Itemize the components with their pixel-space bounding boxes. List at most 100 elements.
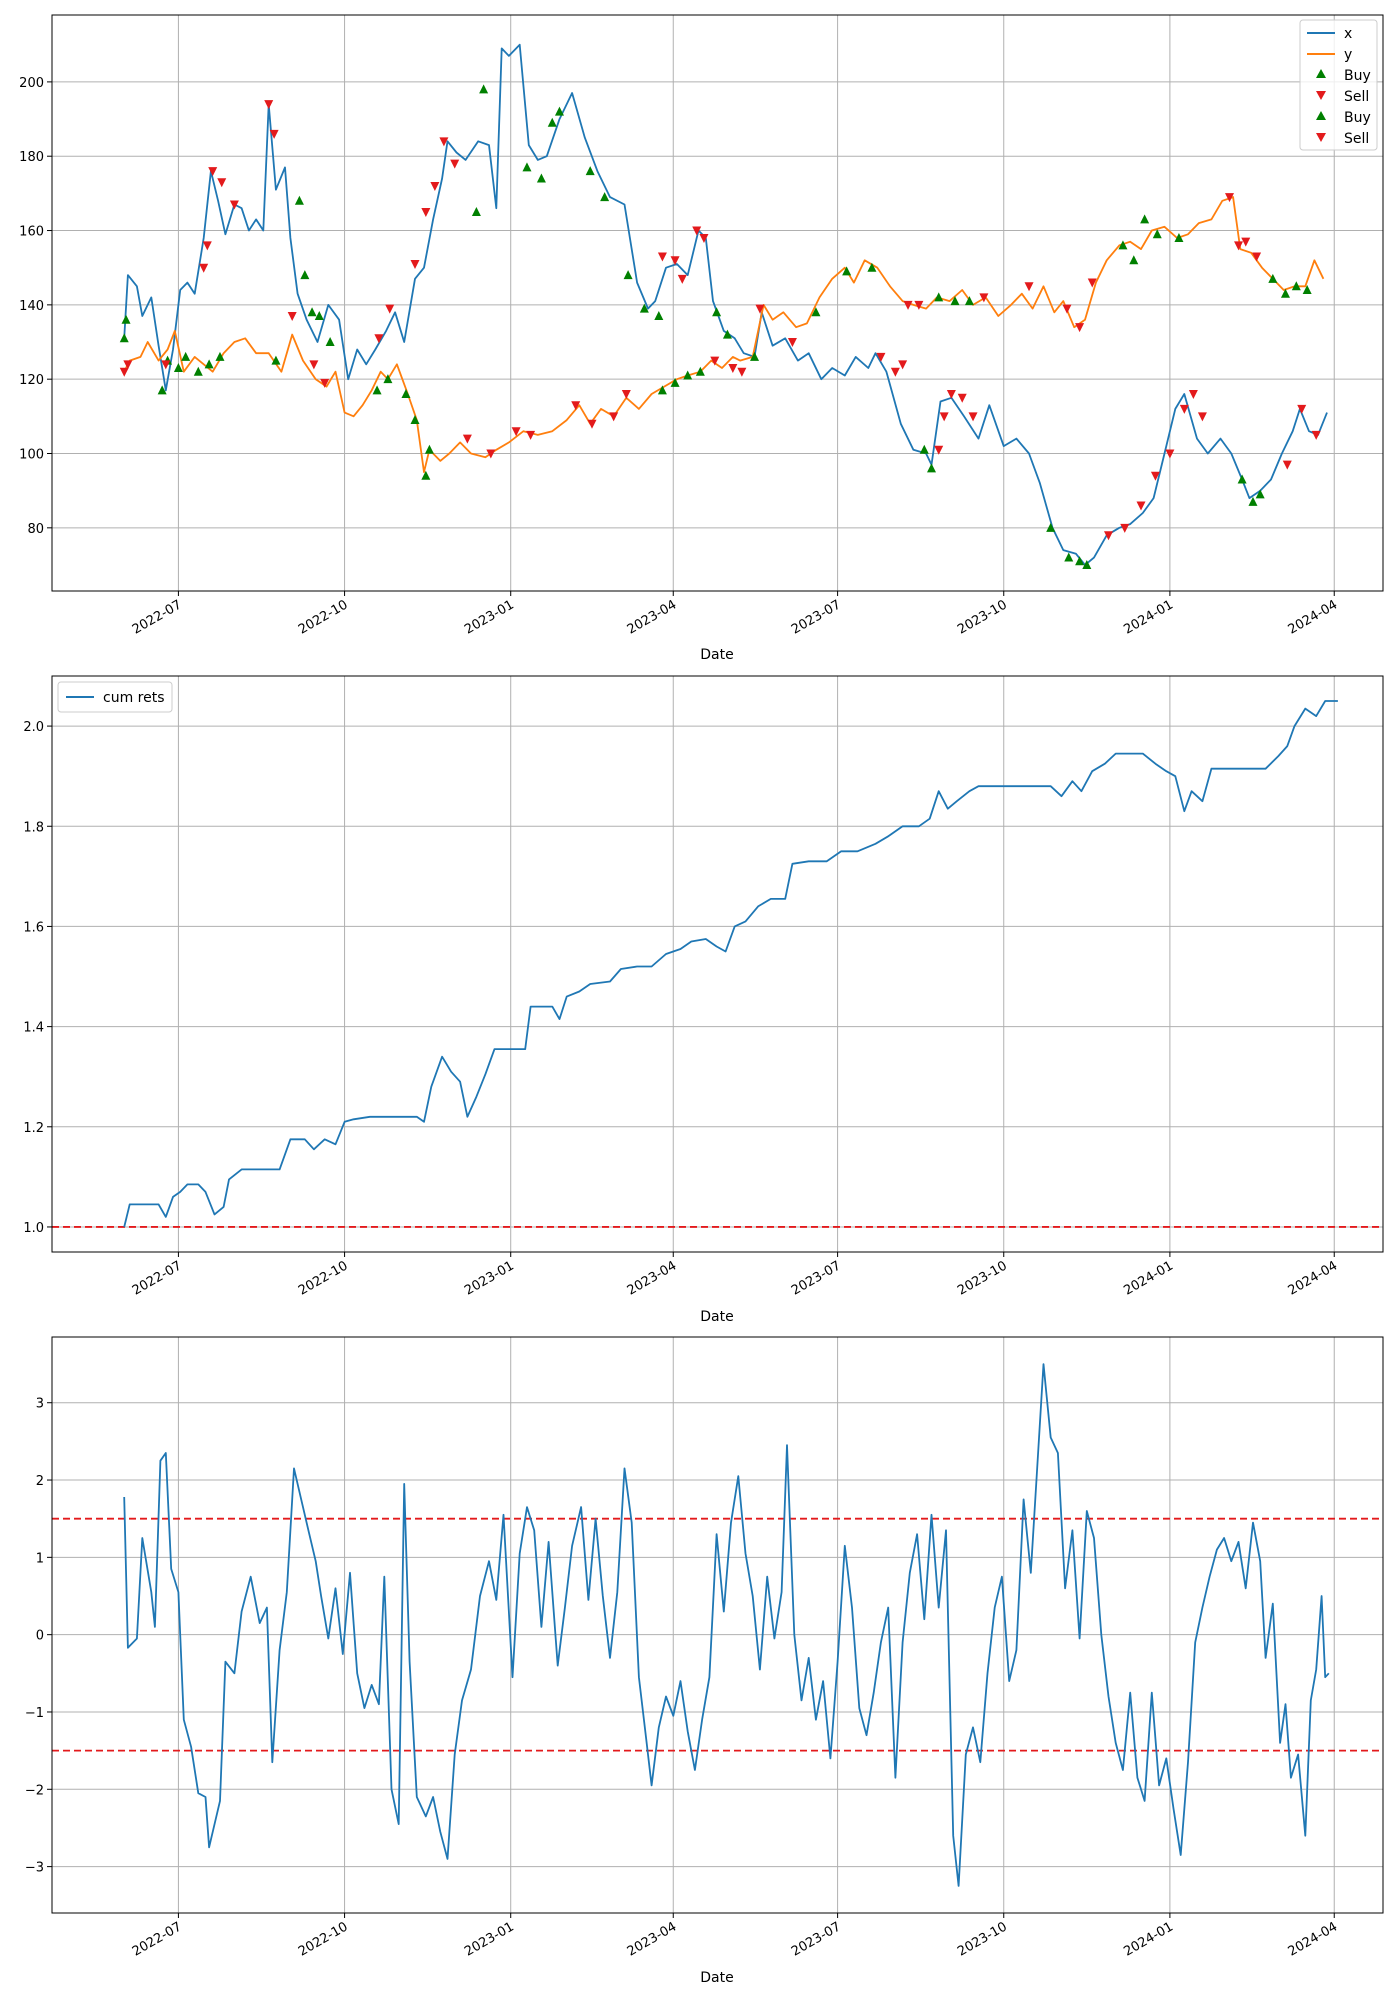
buy-marker xyxy=(695,366,705,376)
sell-marker xyxy=(1087,278,1097,288)
sell-marker xyxy=(609,412,619,422)
sell-marker xyxy=(217,178,227,188)
sell-marker xyxy=(1241,237,1251,247)
sell-marker xyxy=(1179,404,1189,414)
buy-marker xyxy=(424,444,434,454)
sell-marker xyxy=(898,360,908,370)
buy-marker xyxy=(1118,240,1128,250)
sell-marker xyxy=(1024,282,1034,292)
buy-marker xyxy=(300,270,310,280)
price-y-tick-label: 80 xyxy=(27,522,44,537)
price-y-tick-label: 100 xyxy=(19,448,44,463)
buy-marker xyxy=(600,192,610,202)
cum-y-tick-label: 1.8 xyxy=(23,820,44,835)
buy-marker xyxy=(547,117,557,127)
sell-marker xyxy=(979,293,989,303)
buy-marker xyxy=(867,262,877,272)
sell-marker xyxy=(385,304,395,314)
cum-legend: cum rets xyxy=(57,681,173,713)
legend-sell-label: Sell xyxy=(1344,89,1369,105)
buy-marker xyxy=(181,351,191,361)
buy-marker xyxy=(119,333,129,343)
buy-marker xyxy=(1174,232,1184,242)
buy-marker xyxy=(1237,474,1247,484)
sell-marker xyxy=(199,263,209,273)
buy-marker xyxy=(193,366,203,376)
price-plot-frame xyxy=(51,14,1384,592)
sell-marker xyxy=(890,367,900,377)
z-gridlines xyxy=(52,1337,1383,1913)
legend-buy-marker-icon xyxy=(1316,111,1326,120)
cum-gridlines xyxy=(52,676,1383,1252)
buy-marker xyxy=(325,337,335,347)
buy-marker xyxy=(927,463,937,473)
buy-marker xyxy=(657,385,667,395)
buy-marker xyxy=(683,370,693,380)
sell-marker xyxy=(1234,241,1244,251)
z-series xyxy=(123,1363,1330,1887)
buy-marker xyxy=(554,106,564,116)
sell-marker xyxy=(511,427,521,437)
sell-marker xyxy=(587,419,597,429)
legend-sell-marker-icon xyxy=(1316,91,1326,100)
buy-marker xyxy=(670,377,680,387)
sell-marker xyxy=(571,401,581,411)
buy-marker xyxy=(934,292,944,302)
buy-marker xyxy=(623,270,633,280)
cum-plot-frame xyxy=(51,675,1384,1253)
buy-marker xyxy=(173,363,183,373)
buy-marker xyxy=(842,266,852,276)
sell-marker xyxy=(946,390,956,400)
sell-marker xyxy=(287,312,297,322)
sell-marker xyxy=(320,378,330,388)
sell-marker xyxy=(1188,390,1198,400)
cum-rets-line xyxy=(123,700,1338,1228)
legend-cum-rets-label: cum rets xyxy=(103,690,165,706)
sell-marker xyxy=(119,367,129,377)
z-x-axis-label: Date xyxy=(700,1970,733,1986)
z-plot-frame xyxy=(51,1336,1384,1914)
sell-marker xyxy=(968,412,978,422)
buy-marker xyxy=(1075,556,1085,566)
sell-marker xyxy=(710,356,720,366)
buy-marker xyxy=(1248,496,1258,506)
sell-marker xyxy=(957,393,967,403)
sell-marker xyxy=(755,304,765,314)
sell-marker xyxy=(657,252,667,262)
buy-marker xyxy=(585,166,595,176)
sell-marker xyxy=(161,360,171,370)
sell-marker xyxy=(374,334,384,344)
sell-marker xyxy=(208,167,218,177)
buy-marker xyxy=(294,195,304,205)
sell-marker xyxy=(430,181,440,191)
sell-marker xyxy=(1252,252,1262,262)
sell-marker xyxy=(410,259,420,269)
sell-marker xyxy=(939,412,949,422)
zscore-line xyxy=(123,1363,1330,1887)
sell-marker xyxy=(1311,430,1321,440)
buy-marker xyxy=(964,296,974,306)
sell-marker xyxy=(787,338,797,348)
buy-marker xyxy=(471,206,481,216)
z-y-tick-label: 0 xyxy=(36,1629,44,1644)
buy-marker xyxy=(215,351,225,361)
sell-marker xyxy=(934,445,944,455)
buy-marker xyxy=(421,470,431,480)
sell-marker xyxy=(526,430,536,440)
sell-marker xyxy=(1297,404,1307,414)
sell-marker xyxy=(1165,449,1175,459)
buy-marker xyxy=(1280,288,1290,298)
z-y-tick-label: 2 xyxy=(36,1474,44,1489)
buy-marker xyxy=(157,385,167,395)
sell-marker xyxy=(699,233,709,243)
buy-marker xyxy=(204,359,214,369)
z-y-tick-label: 3 xyxy=(36,1397,44,1412)
buy-marker xyxy=(712,307,722,317)
price-y-tick-label: 140 xyxy=(19,299,44,314)
cum-y-tick-label: 1.4 xyxy=(23,1021,44,1036)
buy-marker xyxy=(750,351,760,361)
legend-sell-marker-icon xyxy=(1316,133,1326,142)
sell-marker xyxy=(202,241,212,251)
sell-marker xyxy=(1120,523,1130,533)
